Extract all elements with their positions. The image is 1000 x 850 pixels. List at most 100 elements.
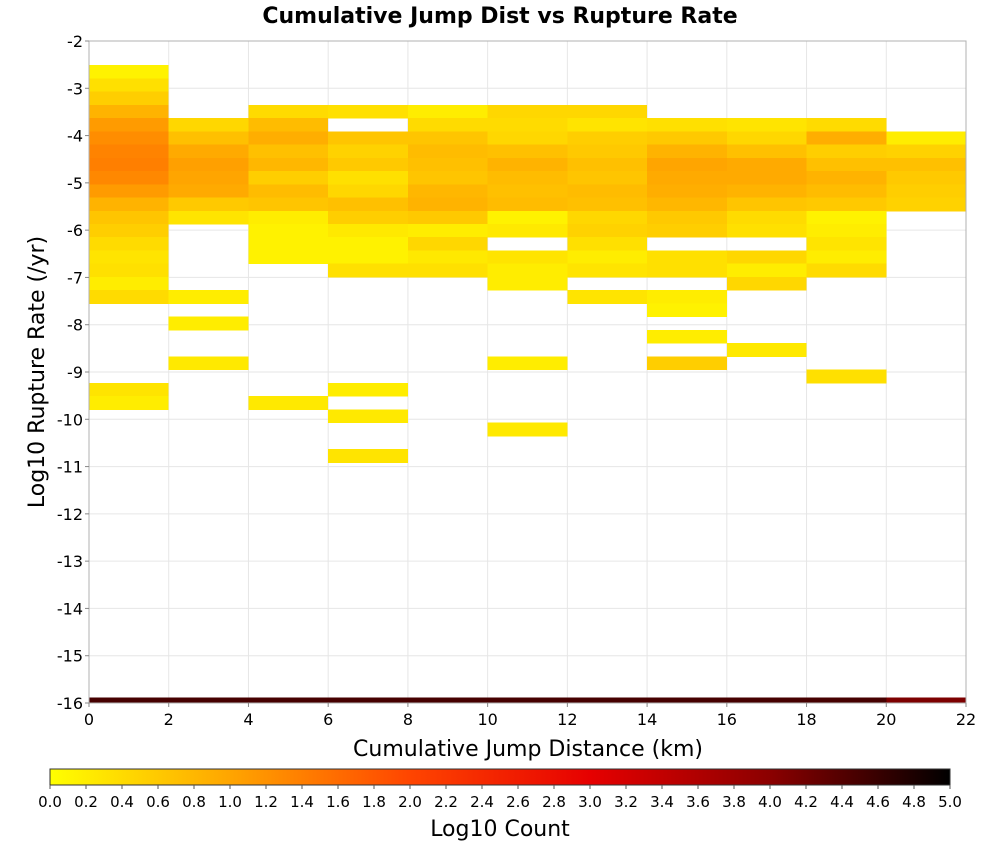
heatmap-cell xyxy=(407,118,488,132)
x-tick-label: 4 xyxy=(243,710,253,729)
heatmap-cell xyxy=(726,343,807,357)
heatmap-cell xyxy=(487,276,568,291)
heatmap-cell xyxy=(806,171,887,185)
heatmap-cell xyxy=(248,396,329,410)
heatmap-cell xyxy=(407,697,488,703)
heatmap-cell xyxy=(89,78,169,93)
colorbar-tick-label: 4.0 xyxy=(758,793,782,811)
heatmap-cell xyxy=(328,184,408,199)
heatmap-cell xyxy=(407,171,488,185)
heatmap-cell xyxy=(726,197,807,212)
heatmap-cell xyxy=(647,697,727,703)
heatmap-cell xyxy=(89,184,169,199)
colorbar-tick-label: 0.6 xyxy=(146,793,170,811)
heatmap-cell xyxy=(647,290,727,304)
y-axis-label: Log10 Rupture Rate (/yr) xyxy=(25,236,50,508)
heatmap-cell xyxy=(567,118,648,132)
heatmap-cell xyxy=(647,356,727,371)
heatmap-cell xyxy=(567,197,648,212)
heatmap-cell xyxy=(886,131,966,146)
heatmap-cell xyxy=(168,290,249,304)
heatmap-cell xyxy=(328,210,408,225)
x-tick-label: 20 xyxy=(876,710,896,729)
y-tick-label: -4 xyxy=(67,127,83,146)
heatmap-cell xyxy=(487,250,568,265)
y-axis-ticks: -2 -3 -4 -5 -6 -7 -8 -9 -10 -11 -12 -13 -14 -15 -16 xyxy=(57,32,89,713)
colorbar-tick-label: 2.6 xyxy=(506,793,530,811)
heatmap-cell xyxy=(328,697,408,703)
y-tick-label: -10 xyxy=(57,410,83,429)
heatmap-cell xyxy=(328,449,408,463)
heatmap-cell xyxy=(567,184,648,199)
heatmap-cell xyxy=(407,250,488,265)
y-tick-label: -14 xyxy=(57,599,83,618)
heatmap-cell xyxy=(89,171,169,185)
heatmap-cell xyxy=(328,131,408,146)
heatmap-cell xyxy=(647,144,727,159)
colorbar-tick-label: 1.8 xyxy=(362,793,386,811)
heatmap-cell xyxy=(647,329,727,344)
heatmap-cell xyxy=(89,263,169,278)
heatmap-cell xyxy=(726,157,807,172)
heatmap-cell xyxy=(726,210,807,225)
heatmap-cell xyxy=(248,197,329,212)
heatmap-cells xyxy=(89,65,966,703)
y-tick-label: -13 xyxy=(57,552,83,571)
colorbar xyxy=(49,768,951,786)
heatmap-cell xyxy=(328,263,408,278)
x-tick-label: 2 xyxy=(164,710,174,729)
heatmap-cell xyxy=(328,144,408,159)
heatmap-cell xyxy=(806,263,887,278)
heatmap-cell xyxy=(328,104,408,119)
heatmap-cell xyxy=(168,131,249,146)
heatmap-cell xyxy=(726,171,807,185)
heatmap-cell xyxy=(248,131,329,146)
colorbar-tick-label: 3.0 xyxy=(578,793,602,811)
heatmap-cell xyxy=(168,157,249,172)
heatmap-cell xyxy=(328,409,408,424)
heatmap-cell xyxy=(647,250,727,265)
colorbar-tick-label: 0.8 xyxy=(182,793,206,811)
heatmap-cell xyxy=(487,144,568,159)
heatmap-cell xyxy=(407,144,488,159)
heatmap-cell xyxy=(248,223,329,238)
colorbar-tick-label: 2.0 xyxy=(398,793,422,811)
heatmap-cell xyxy=(726,223,807,238)
heatmap-cell xyxy=(487,210,568,225)
heatmap-cell xyxy=(647,197,727,212)
colorbar-tick-label: 0.0 xyxy=(38,793,62,811)
heatmap-cell xyxy=(487,422,568,437)
heatmap-cell xyxy=(89,197,169,212)
y-tick-label: -11 xyxy=(57,458,83,477)
y-tick-label: -3 xyxy=(67,79,83,98)
heatmap-cell xyxy=(487,171,568,185)
heatmap-cell xyxy=(726,144,807,159)
heatmap-cell xyxy=(647,263,727,278)
x-tick-label: 6 xyxy=(323,710,333,729)
x-axis-label: Cumulative Jump Distance (km) xyxy=(353,737,703,762)
heatmap-cell xyxy=(248,144,329,159)
heatmap-cell xyxy=(806,157,887,172)
x-tick-label: 0 xyxy=(84,710,94,729)
colorbar-tick-label: 3.2 xyxy=(614,793,638,811)
heatmap-cell xyxy=(647,210,727,225)
heatmap-cell xyxy=(407,263,488,278)
colorbar-tick-label: 4.8 xyxy=(902,793,926,811)
x-tick-label: 12 xyxy=(557,710,577,729)
heatmap-cell xyxy=(726,250,807,265)
heatmap-cell xyxy=(168,316,249,331)
heatmap-cell xyxy=(567,237,648,251)
colorbar-tick-label: 0.2 xyxy=(74,793,98,811)
heatmap-cell xyxy=(407,131,488,146)
heatmap-cell xyxy=(168,144,249,159)
heatmap-cell xyxy=(567,144,648,159)
colorbar-tick-label: 0.4 xyxy=(110,793,134,811)
heatmap-cell xyxy=(886,144,966,159)
chart-title: Cumulative Jump Dist vs Rupture Rate xyxy=(262,4,737,29)
heatmap-cell xyxy=(886,697,966,703)
y-tick-label: -7 xyxy=(67,268,83,287)
x-tick-label: 10 xyxy=(477,710,497,729)
heatmap-cell xyxy=(567,171,648,185)
heatmap-cell xyxy=(407,210,488,225)
